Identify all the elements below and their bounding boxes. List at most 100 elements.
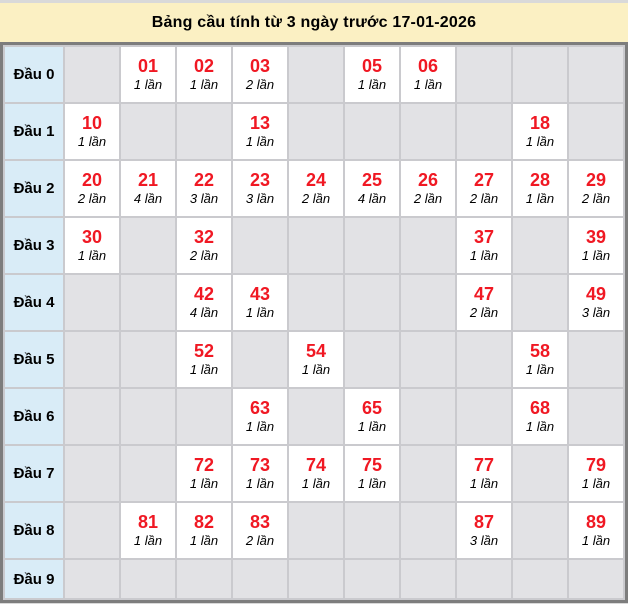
number-cell: 22 3 lần [175,159,233,218]
empty-cell [399,444,457,503]
empty-cell [399,102,457,161]
number-cell: 65 1 lần [343,387,401,446]
cell-times: 1 lần [245,134,275,150]
number-cell: 49 3 lần [567,273,625,332]
empty-cell [455,45,513,104]
number-cell: 52 1 lần [175,330,233,389]
number-cell: 13 1 lần [231,102,289,161]
empty-cell [455,387,513,446]
cell-times: 1 lần [189,362,219,378]
cell-times: 1 lần [245,476,275,492]
empty-cell [343,330,401,389]
cell-number: 77 [473,454,495,475]
number-cell: 29 2 lần [567,159,625,218]
cell-times: 1 lần [189,77,219,93]
number-cell: 18 1 lần [511,102,569,161]
number-cell: 79 1 lần [567,444,625,503]
empty-cell [343,558,401,600]
cell-number: 25 [361,169,383,190]
empty-cell [343,216,401,275]
cell-times: 1 lần [469,248,499,264]
cell-times: 1 lần [581,533,611,549]
cell-times: 1 lần [357,77,387,93]
cell-number: 43 [249,283,271,304]
empty-cell [399,273,457,332]
cell-number: 01 [137,55,159,76]
empty-cell [511,501,569,560]
cell-times: 2 lần [245,533,275,549]
row-label: Đầu 1 [3,102,65,161]
number-cell: 47 2 lần [455,273,513,332]
cell-number: 87 [473,511,495,532]
number-cell: 30 1 lần [63,216,121,275]
number-cell: 73 1 lần [231,444,289,503]
cell-times: 3 lần [469,533,499,549]
empty-cell [287,501,345,560]
cell-number: 54 [305,340,327,361]
empty-cell [119,216,177,275]
number-cell: 89 1 lần [567,501,625,560]
row-label: Đầu 9 [3,558,65,600]
number-cell: 01 1 lần [119,45,177,104]
table-row: Đầu 4 42 4 lần 43 1 lần 47 2 lần 49 3 lần [3,273,625,332]
cell-number: 89 [585,511,607,532]
cell-number: 68 [529,397,551,418]
number-cell: 21 4 lần [119,159,177,218]
empty-cell [119,558,177,600]
cell-number: 03 [249,55,271,76]
number-cell: 75 1 lần [343,444,401,503]
cell-times: 3 lần [581,305,611,321]
empty-cell [63,45,121,104]
table-row: Đầu 1 10 1 lần 13 1 lần 18 1 lần [3,102,625,161]
cell-number: 13 [249,112,271,133]
empty-cell [567,45,625,104]
number-cell: 02 1 lần [175,45,233,104]
cell-number: 28 [529,169,551,190]
cell-times: 1 lần [525,134,555,150]
number-cell: 03 2 lần [231,45,289,104]
cell-times: 4 lần [133,191,163,207]
number-cell: 23 3 lần [231,159,289,218]
cell-times: 2 lần [581,191,611,207]
cell-times: 1 lần [189,533,219,549]
cell-number: 18 [529,112,551,133]
cell-number: 02 [193,55,215,76]
empty-cell [343,102,401,161]
empty-cell [567,330,625,389]
number-cell: 72 1 lần [175,444,233,503]
empty-cell [63,444,121,503]
cell-number: 26 [417,169,439,190]
number-cell: 32 2 lần [175,216,233,275]
number-cell: 87 3 lần [455,501,513,560]
cell-times: 3 lần [245,191,275,207]
cell-number: 47 [473,283,495,304]
row-label: Đầu 2 [3,159,65,218]
cell-times: 1 lần [133,77,163,93]
table-row: Đầu 2 20 2 lần 21 4 lần 22 3 lần 23 3 lần 24 2 lần… [3,159,625,218]
empty-cell [287,45,345,104]
empty-cell [119,387,177,446]
cell-number: 75 [361,454,383,475]
number-cell: 27 2 lần [455,159,513,218]
table-row: Đầu 9 [3,558,625,600]
empty-cell [63,387,121,446]
empty-cell [119,102,177,161]
cell-times: 1 lần [357,476,387,492]
cell-number: 20 [81,169,103,190]
cell-times: 1 lần [189,476,219,492]
cell-number: 58 [529,340,551,361]
table-row: Đầu 8 81 1 lần 82 1 lần 83 2 lần 87 3 lần 89 1 lần [3,501,625,560]
number-cell: 58 1 lần [511,330,569,389]
empty-cell [455,558,513,600]
empty-cell [175,102,233,161]
cell-times: 1 lần [357,419,387,435]
empty-cell [287,273,345,332]
cell-number: 65 [361,397,383,418]
cell-number: 73 [249,454,271,475]
row-label: Đầu 3 [3,216,65,275]
empty-cell [63,330,121,389]
empty-cell [287,387,345,446]
cell-number: 72 [193,454,215,475]
cell-number: 74 [305,454,327,475]
empty-cell [175,387,233,446]
